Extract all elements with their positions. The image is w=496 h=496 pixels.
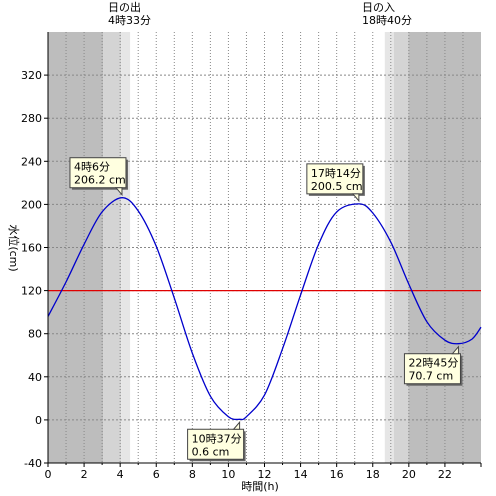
sunrise-time: 4時33分 <box>108 14 151 27</box>
x-tick-label: 0 <box>45 468 52 481</box>
callout-box <box>306 163 364 195</box>
axes <box>44 32 482 467</box>
x-tick-label: 2 <box>81 468 88 481</box>
y-tick-label: 80 <box>28 328 42 341</box>
y-tick-label: 160 <box>21 242 42 255</box>
x-tick-label: 12 <box>258 468 272 481</box>
tide-line <box>47 197 482 421</box>
callout-pointer <box>451 345 459 355</box>
x-tick-label: 4 <box>117 468 124 481</box>
callout-box <box>187 428 245 460</box>
y-tick-label: -40 <box>24 457 42 470</box>
sunset-label: 日の入 <box>362 1 395 14</box>
y-tick-label: 0 <box>35 414 42 427</box>
callout-value: 70.7 cm <box>408 370 453 383</box>
callout-value: 0.6 cm <box>192 445 230 458</box>
y-tick-label: 200 <box>21 198 42 211</box>
callout-time: 10時37分 <box>192 432 242 445</box>
y-tick-label: 120 <box>21 285 42 298</box>
y-tick-label: 280 <box>21 112 42 125</box>
sunrise-label: 日の出 <box>108 0 141 14</box>
y-tick-label: 240 <box>21 155 42 168</box>
callout-time: 17時14分 <box>311 167 361 180</box>
x-axis-label: 時間(h) <box>241 480 279 493</box>
callout-time: 4時6分 <box>74 161 110 174</box>
x-tick-label: 8 <box>189 468 196 481</box>
tide-line-group <box>47 197 482 421</box>
x-tick-label: 16 <box>330 468 344 481</box>
y-axis-label: 水位(cm) <box>7 224 21 271</box>
x-tick-label: 18 <box>366 468 380 481</box>
callout-pointer <box>114 187 123 197</box>
callout-pointer <box>351 193 360 203</box>
x-tick-label: 14 <box>294 468 308 481</box>
y-tick-label: 320 <box>21 69 42 82</box>
sunset-time: 18時40分 <box>362 14 412 27</box>
x-tick-label: 10 <box>221 468 235 481</box>
callout-time: 22時45分 <box>408 357 458 370</box>
callout-pointer <box>232 420 241 430</box>
callout-box <box>69 157 127 189</box>
y-tick-label: 40 <box>28 371 42 384</box>
callout-value: 206.2 cm <box>74 174 126 187</box>
x-tick-label: 22 <box>438 468 452 481</box>
x-tick-label: 20 <box>402 468 416 481</box>
x-tick-label: 6 <box>153 468 160 481</box>
callout-box <box>403 353 461 385</box>
callout-value: 200.5 cm <box>311 180 363 193</box>
